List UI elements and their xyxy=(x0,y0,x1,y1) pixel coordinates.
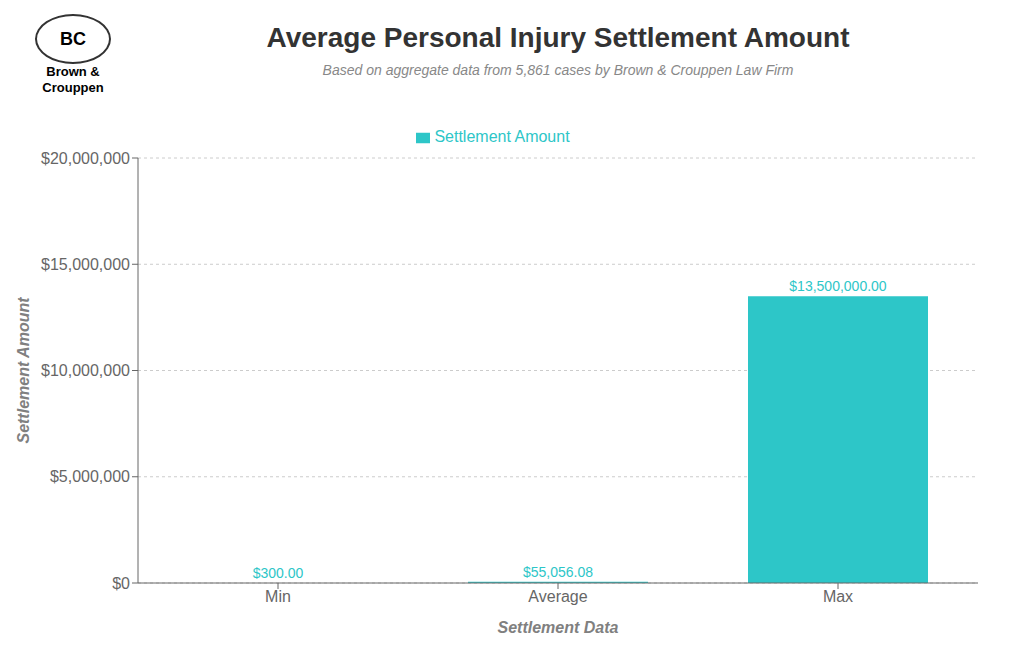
html-text:Based on aggregate data from 5: Based on aggregate data from 5,861 cases… xyxy=(322,62,794,78)
html-text:Brown &: Brown & xyxy=(46,64,100,79)
html-text:Average Personal Injury Settle: Average Personal Injury Settlement Amoun… xyxy=(266,22,850,53)
svg-text:$10,000,000: $10,000,000 xyxy=(41,362,130,379)
svg-text:$300.00: $300.00 xyxy=(253,565,304,581)
svg-text:Min: Min xyxy=(265,588,291,605)
html-text:Crouppen: Crouppen xyxy=(42,80,104,95)
html-text:BC: BC xyxy=(60,28,86,49)
html-text:Settlement Amount: Settlement Amount xyxy=(434,128,570,145)
svg-text:Max: Max xyxy=(823,588,853,605)
svg-text:$5,000,000: $5,000,000 xyxy=(50,468,130,485)
svg-text:Average: Average xyxy=(528,588,587,605)
svg-text:$20,000,000: $20,000,000 xyxy=(41,150,130,167)
svg-text:Settlement Amount: Settlement Amount xyxy=(15,297,32,444)
svg-text:$15,000,000: $15,000,000 xyxy=(41,256,130,273)
svg-text:$55,056.08: $55,056.08 xyxy=(523,564,593,580)
svg-text:$13,500,000.00: $13,500,000.00 xyxy=(789,278,887,294)
svg-text:Settlement Data: Settlement Data xyxy=(498,619,619,636)
svg-text:$0: $0 xyxy=(112,575,130,592)
